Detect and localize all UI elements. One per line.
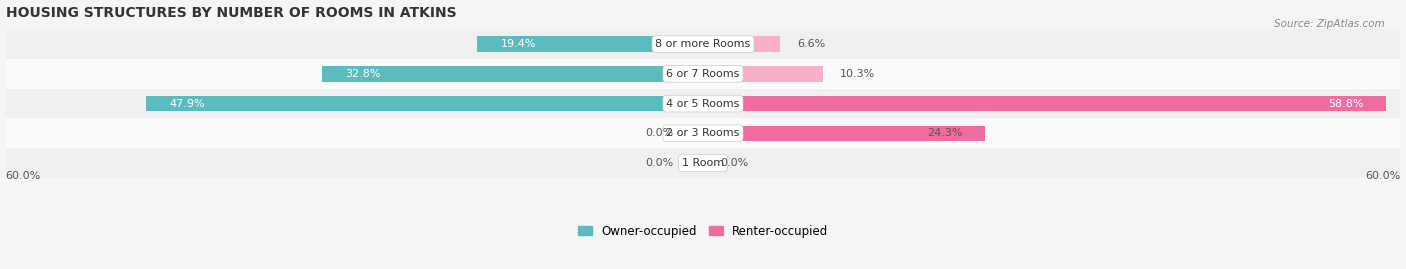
- Text: 24.3%: 24.3%: [927, 128, 962, 138]
- Text: HOUSING STRUCTURES BY NUMBER OF ROOMS IN ATKINS: HOUSING STRUCTURES BY NUMBER OF ROOMS IN…: [6, 6, 456, 20]
- Text: 58.8%: 58.8%: [1327, 99, 1364, 109]
- Bar: [322, 66, 703, 82]
- Bar: [6, 118, 1400, 148]
- Bar: [703, 96, 1386, 111]
- Text: 1 Room: 1 Room: [682, 158, 724, 168]
- Text: 19.4%: 19.4%: [501, 39, 536, 49]
- Bar: [6, 59, 1400, 89]
- Legend: Owner-occupied, Renter-occupied: Owner-occupied, Renter-occupied: [572, 220, 834, 243]
- Text: 4 or 5 Rooms: 4 or 5 Rooms: [666, 99, 740, 109]
- Bar: [146, 96, 703, 111]
- Text: 0.0%: 0.0%: [645, 158, 673, 168]
- Text: 0.0%: 0.0%: [645, 128, 673, 138]
- Text: 8 or more Rooms: 8 or more Rooms: [655, 39, 751, 49]
- Bar: [6, 89, 1400, 118]
- Text: 10.3%: 10.3%: [841, 69, 876, 79]
- Text: 0.0%: 0.0%: [720, 158, 748, 168]
- Text: Source: ZipAtlas.com: Source: ZipAtlas.com: [1274, 19, 1385, 29]
- Bar: [703, 66, 823, 82]
- Text: 60.0%: 60.0%: [1365, 171, 1400, 182]
- Text: 6 or 7 Rooms: 6 or 7 Rooms: [666, 69, 740, 79]
- Bar: [6, 29, 1400, 59]
- Text: 60.0%: 60.0%: [6, 171, 41, 182]
- Bar: [6, 148, 1400, 178]
- Text: 47.9%: 47.9%: [170, 99, 205, 109]
- Text: 6.6%: 6.6%: [797, 39, 825, 49]
- Text: 32.8%: 32.8%: [344, 69, 381, 79]
- Bar: [478, 37, 703, 52]
- Bar: [703, 37, 780, 52]
- Bar: [703, 126, 986, 141]
- Text: 2 or 3 Rooms: 2 or 3 Rooms: [666, 128, 740, 138]
